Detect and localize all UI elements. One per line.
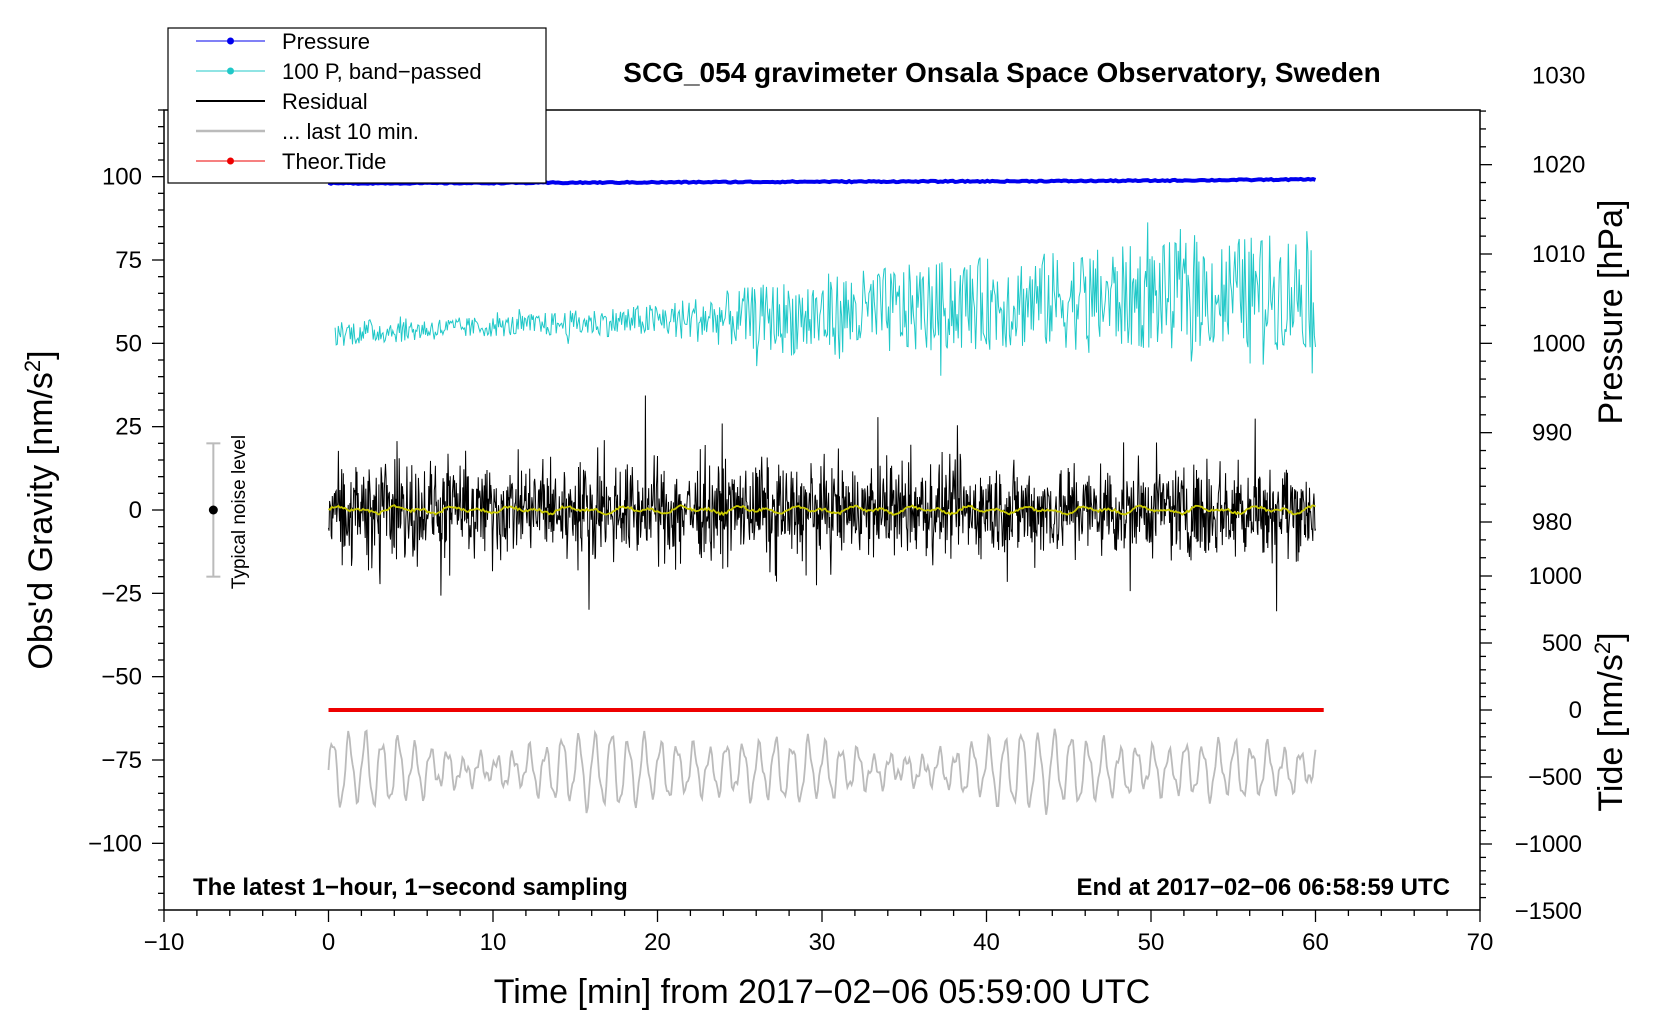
noise-level-indicator (206, 442, 221, 578)
tide-tick-label: 0 (1569, 697, 1582, 724)
legend-label: ... last 10 min. (282, 119, 419, 144)
x-axis-title: Time [min] from 2017−02−06 05:59:00 UTC (494, 973, 1150, 1011)
legend-swatch-marker (227, 37, 234, 45)
tide-tick-label: 500 (1542, 630, 1582, 657)
y-axis-title-left-main: Obs'd Gravity [nm/s (22, 372, 60, 669)
pressure-tick-label: 990 (1532, 420, 1572, 447)
x-tick-label: 0 (322, 929, 335, 956)
y-tick-label: −100 (88, 830, 142, 857)
chart-title: SCG_054 gravimeter Onsala Space Observat… (623, 57, 1380, 88)
y-tick-label: −75 (101, 747, 142, 774)
annotation-sampling: The latest 1−hour, 1−second sampling (193, 874, 628, 901)
pressure-axis-ticks: 1030 1020 1010 1000 990 980 (1480, 62, 1585, 559)
y-axis-title-left-end: ] (22, 350, 60, 359)
pressure-tick-label: 1000 (1532, 330, 1585, 357)
y-axis-title-left: Obs'd Gravity [nm/s2] (20, 350, 60, 669)
x-axis-ticks: −10 0 10 20 30 40 50 60 70 (144, 910, 1494, 956)
noise-level-label: Typical noise level (229, 435, 250, 589)
legend-swatch-marker (227, 67, 234, 75)
y-axis-title-tide-main: Tide [nm/s (1592, 654, 1630, 811)
pressure-tick-label: 1030 (1532, 62, 1585, 89)
legend-label: 100 P, band−passed (282, 59, 482, 84)
noise-center-dot (208, 505, 218, 515)
annotation-end-time: End at 2017−02−06 06:58:59 UTC (1076, 874, 1450, 901)
y-axis-title-tide-sup: 2 (1590, 642, 1615, 654)
y-axis-title-pressure: Pressure [hPa] (1592, 200, 1630, 425)
x-tick-label: 30 (809, 929, 836, 956)
y-tick-label: −50 (101, 664, 142, 691)
y-axis-title-tide-end: ] (1592, 632, 1630, 641)
pressure-tick-label: 980 (1532, 509, 1572, 536)
legend-box (167, 27, 547, 184)
tide-tick-label: −1000 (1515, 831, 1582, 858)
x-tick-label: 20 (644, 929, 671, 956)
legend-label: Pressure (282, 29, 370, 54)
pressure-tick-label: 1020 (1532, 152, 1585, 179)
x-tick-label: 10 (480, 929, 507, 956)
residual-series-line (328, 395, 1316, 612)
tide-tick-label: −500 (1528, 764, 1582, 791)
x-tick-label: −10 (144, 929, 185, 956)
x-tick-label: 50 (1138, 929, 1165, 956)
legend-label: Theor.Tide (282, 149, 386, 174)
y-tick-label: 50 (115, 330, 142, 357)
moving-average-line (328, 504, 1316, 517)
x-tick-label: 40 (973, 929, 1000, 956)
last-10-min-series-line (327, 728, 1317, 815)
band-passed-series-line (334, 222, 1316, 376)
y-axis-title-left-sup: 2 (20, 360, 45, 372)
legend: Pressure 100 P, band−passed Residual ... la… (167, 27, 547, 184)
x-tick-label: 60 (1302, 929, 1329, 956)
y-tick-label: 25 (115, 414, 142, 441)
y-axis-ticks: 100 75 50 25 0 −25 −50 −75 −100 (88, 109, 164, 911)
legend-swatch-marker (227, 157, 234, 165)
tide-tick-label: −1500 (1515, 898, 1582, 925)
pressure-tick-label: 1010 (1532, 241, 1585, 268)
y-tick-label: 100 (102, 164, 142, 191)
y-tick-label: 0 (129, 497, 142, 524)
y-tick-label: −25 (101, 580, 142, 607)
tide-tick-label: 1000 (1529, 563, 1582, 590)
y-tick-label: 75 (115, 247, 142, 274)
tide-axis-ticks: 1000 500 0 −500 −1000 −1500 (1480, 563, 1582, 925)
y-axis-title-tide: Tide [nm/s2] (1590, 632, 1630, 811)
legend-label: Residual (282, 89, 368, 114)
x-tick-label: 70 (1467, 929, 1494, 956)
series-layer (327, 176, 1324, 815)
